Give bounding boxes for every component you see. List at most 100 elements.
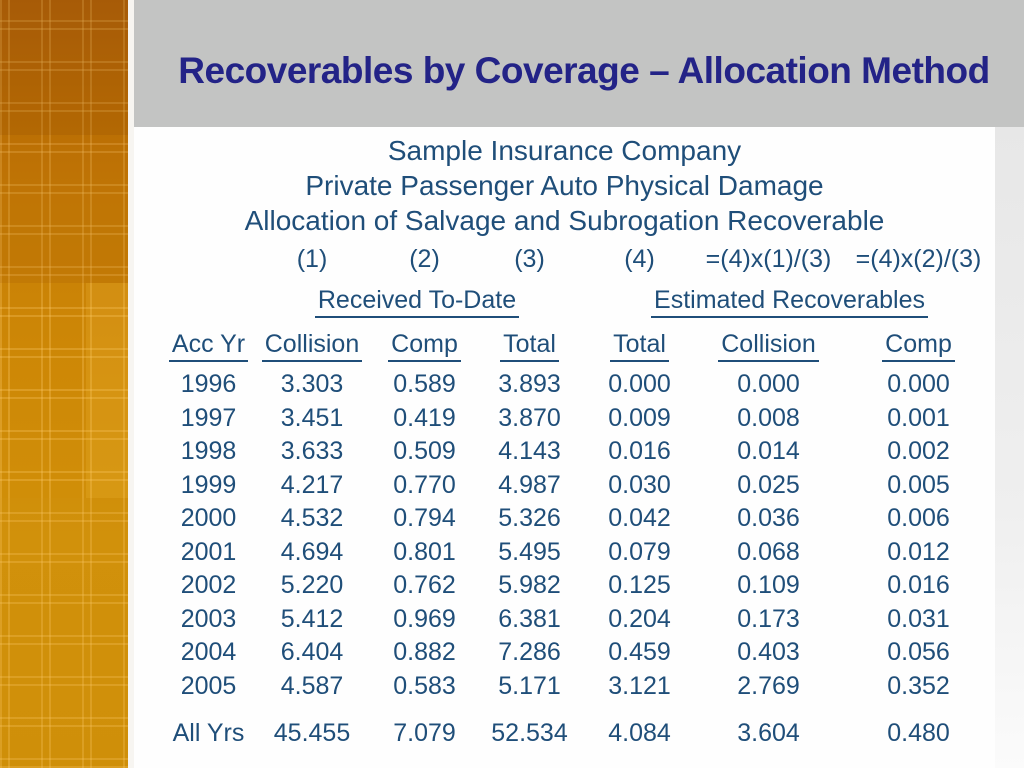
value-cell: 7.286 bbox=[498, 638, 561, 667]
value-cell: 0.006 bbox=[887, 504, 950, 533]
title-band: Recoverables by Coverage – Allocation Me… bbox=[134, 0, 1024, 127]
table-row: 2004 6.404 0.882 7.286 0.459 0.403 0.056 bbox=[161, 636, 1001, 670]
table-row: 1996 3.303 0.589 3.893 0.000 0.000 0.000 bbox=[161, 368, 1001, 402]
value-cell: 0.459 bbox=[608, 638, 671, 667]
column-header-total-1: Total bbox=[481, 324, 578, 368]
column-header-acc-yr: Acc Yr bbox=[161, 324, 256, 368]
company-name: Sample Insurance Company bbox=[387, 135, 742, 166]
value-cell: 0.583 bbox=[393, 671, 456, 700]
spacer-row bbox=[161, 703, 1001, 716]
value-cell: 0.031 bbox=[887, 604, 950, 633]
value-cell: 0.204 bbox=[608, 604, 671, 633]
accident-year-cell: 1998 bbox=[180, 437, 237, 466]
value-cell: 0.030 bbox=[608, 470, 671, 499]
value-cell: 0.000 bbox=[608, 370, 671, 399]
table-row: 2003 5.412 0.969 6.381 0.204 0.173 0.031 bbox=[161, 603, 1001, 637]
total-cell: 0.480 bbox=[887, 718, 950, 747]
column-header-label: Comp bbox=[882, 331, 955, 362]
value-cell: 0.009 bbox=[608, 403, 671, 432]
formula-row: (1) (2) (3) (4) =(4)x(1)/(3) =(4)x(2)/(3… bbox=[161, 238, 1001, 280]
sidebar-pattern-block bbox=[0, 135, 128, 283]
value-cell: 4.694 bbox=[280, 537, 344, 566]
group-header-label: Estimated Recoverables bbox=[651, 287, 928, 318]
line-of-business: Private Passenger Auto Physical Damage bbox=[305, 170, 824, 201]
formula-cell: =(4)x(1)/(3) bbox=[705, 244, 832, 273]
accident-year-cell: 2003 bbox=[180, 604, 237, 633]
value-cell: 0.012 bbox=[887, 537, 950, 566]
value-cell: 6.404 bbox=[280, 638, 344, 667]
left-gap-strip bbox=[128, 0, 134, 768]
value-cell: 2.769 bbox=[737, 671, 800, 700]
exhibit-heading-block: Sample Insurance Company Private Passeng… bbox=[134, 127, 995, 238]
formula-cell: (4) bbox=[624, 244, 655, 273]
value-cell: 0.173 bbox=[737, 604, 800, 633]
value-cell: 0.770 bbox=[393, 470, 456, 499]
value-cell: 0.403 bbox=[737, 638, 800, 667]
value-cell: 0.969 bbox=[393, 604, 456, 633]
value-cell: 4.532 bbox=[280, 504, 344, 533]
column-header-label: Collision bbox=[718, 331, 819, 362]
sidebar-pattern-block bbox=[0, 0, 128, 135]
value-cell: 0.025 bbox=[737, 470, 800, 499]
table-row: 1998 3.633 0.509 4.143 0.016 0.014 0.002 bbox=[161, 435, 1001, 469]
value-cell: 0.419 bbox=[393, 403, 456, 432]
formula-cell: =(4)x(2)/(3) bbox=[855, 244, 982, 273]
table-row: 2001 4.694 0.801 5.495 0.079 0.068 0.012 bbox=[161, 536, 1001, 570]
group-header-row: Received To-Date Estimated Recoverables bbox=[161, 280, 1001, 324]
value-cell: 0.352 bbox=[887, 671, 950, 700]
value-cell: 5.220 bbox=[280, 571, 344, 600]
column-header-label: Total bbox=[610, 331, 669, 362]
value-cell: 4.143 bbox=[498, 437, 561, 466]
value-cell: 0.014 bbox=[737, 437, 800, 466]
accident-year-cell: 1996 bbox=[180, 370, 237, 399]
column-header-comp-2: Comp bbox=[836, 324, 1001, 368]
value-cell: 6.381 bbox=[498, 604, 561, 633]
exhibit-title: Allocation of Salvage and Subrogation Re… bbox=[244, 205, 885, 236]
value-cell: 0.589 bbox=[393, 370, 456, 399]
value-cell: 0.016 bbox=[608, 437, 671, 466]
recoverables-table: (1) (2) (3) (4) =(4)x(1)/(3) =(4)x(2)/(3… bbox=[161, 238, 1001, 750]
value-cell: 3.451 bbox=[280, 403, 344, 432]
value-cell: 4.587 bbox=[280, 671, 344, 700]
sidebar-pattern-block bbox=[86, 283, 128, 498]
group-header-cell bbox=[161, 280, 256, 324]
spacer-cell bbox=[161, 703, 1001, 716]
accident-year-cell: 2002 bbox=[180, 571, 237, 600]
value-cell: 5.982 bbox=[498, 571, 561, 600]
value-cell: 5.495 bbox=[498, 537, 561, 566]
value-cell: 0.036 bbox=[737, 504, 800, 533]
table-row: 2002 5.220 0.762 5.982 0.125 0.109 0.016 bbox=[161, 569, 1001, 603]
total-cell: 3.604 bbox=[737, 718, 800, 747]
value-cell: 0.762 bbox=[393, 571, 456, 600]
accident-year-cell: 2005 bbox=[180, 671, 237, 700]
value-cell: 4.987 bbox=[498, 470, 561, 499]
value-cell: 4.217 bbox=[280, 470, 344, 499]
value-cell: 0.068 bbox=[737, 537, 800, 566]
value-cell: 5.412 bbox=[280, 604, 344, 633]
group-header-estimated: Estimated Recoverables bbox=[578, 280, 1001, 324]
column-header-collision-1: Collision bbox=[256, 324, 368, 368]
value-cell: 0.008 bbox=[737, 403, 800, 432]
accident-year-cell: 2000 bbox=[180, 504, 237, 533]
slide-content: Sample Insurance Company Private Passeng… bbox=[134, 127, 995, 768]
value-cell: 0.042 bbox=[608, 504, 671, 533]
table-row: 2005 4.587 0.583 5.171 3.121 2.769 0.352 bbox=[161, 670, 1001, 704]
sidebar-pattern-block bbox=[0, 498, 128, 768]
formula-cell: (2) bbox=[409, 244, 440, 273]
column-header-label: Acc Yr bbox=[168, 331, 249, 362]
value-cell: 0.000 bbox=[737, 370, 800, 399]
group-header-label: Received To-Date bbox=[314, 287, 520, 318]
column-header-collision-2: Collision bbox=[701, 324, 836, 368]
value-cell: 3.303 bbox=[280, 370, 344, 399]
table-row: 2000 4.532 0.794 5.326 0.042 0.036 0.006 bbox=[161, 502, 1001, 536]
sidebar-texture bbox=[0, 0, 128, 768]
slide-title: Recoverables by Coverage – Allocation Me… bbox=[178, 49, 990, 91]
value-cell: 0.001 bbox=[887, 403, 950, 432]
column-header-label: Comp bbox=[388, 331, 461, 362]
value-cell: 0.056 bbox=[887, 638, 950, 667]
value-cell: 3.870 bbox=[498, 403, 561, 432]
value-cell: 0.794 bbox=[393, 504, 456, 533]
table-row: 1999 4.217 0.770 4.987 0.030 0.025 0.005 bbox=[161, 469, 1001, 503]
formula-cell bbox=[161, 238, 256, 280]
